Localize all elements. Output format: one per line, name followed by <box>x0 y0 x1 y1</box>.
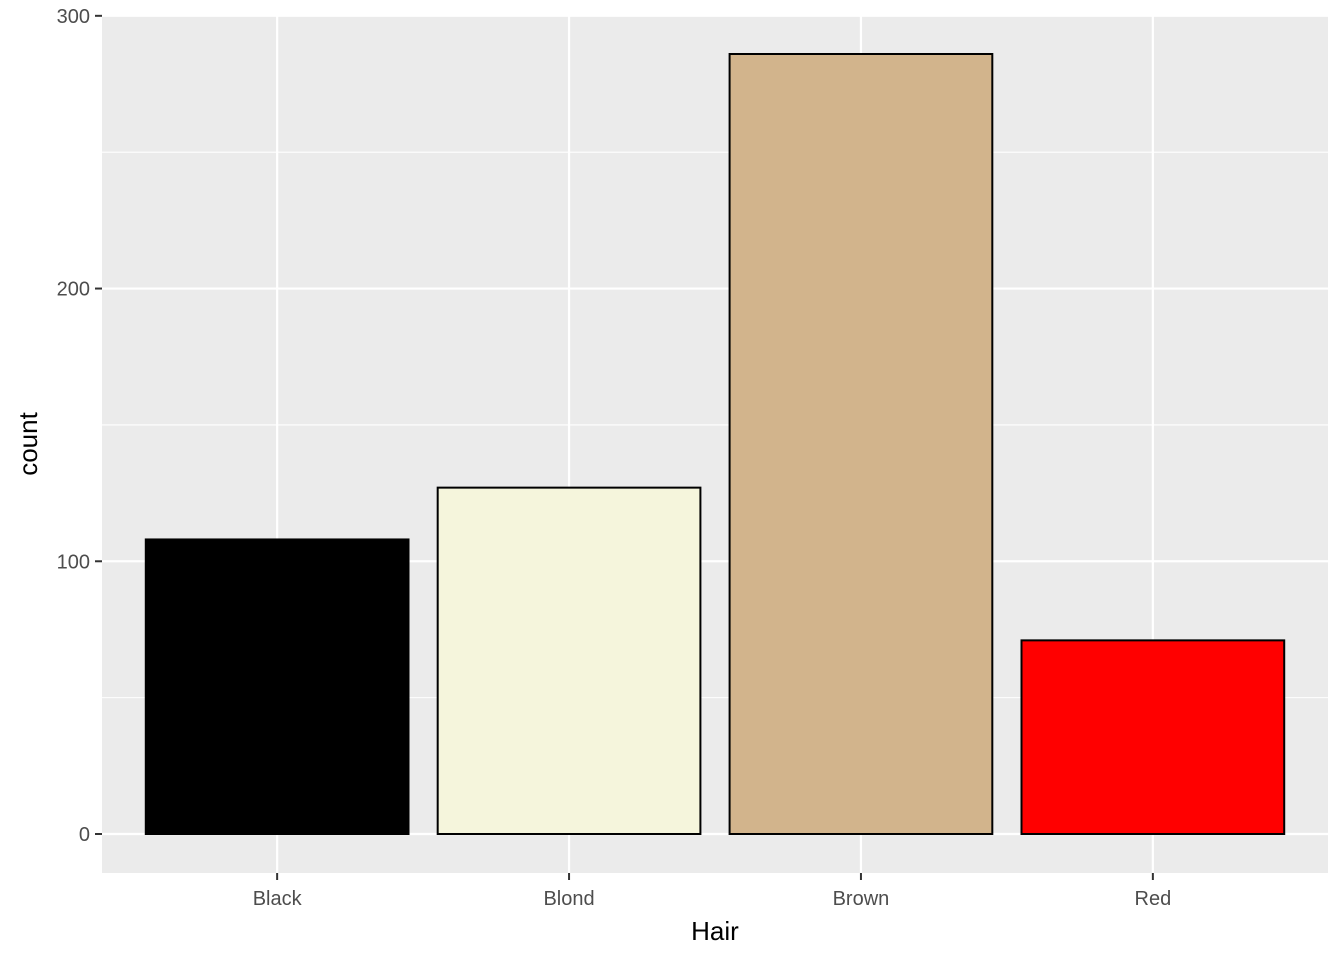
x-tick-label-black: Black <box>253 888 303 910</box>
y-tick-label: 200 <box>57 279 90 301</box>
x-axis-title: Hair <box>691 916 739 946</box>
y-tick-label: 100 <box>57 551 90 573</box>
bar-red <box>1020 639 1286 836</box>
y-tick-label: 300 <box>57 6 90 28</box>
y-axis: 0 100 200 300 <box>57 6 102 846</box>
y-axis-title: count <box>13 411 43 475</box>
bars-group <box>144 53 1286 836</box>
x-tick-label-brown: Brown <box>833 888 890 910</box>
bar-black <box>144 538 410 835</box>
y-tick-label: 0 <box>79 824 90 846</box>
bar-brown <box>728 53 994 835</box>
bar-blond <box>436 486 702 835</box>
x-tick-label-blond: Blond <box>543 888 594 910</box>
x-tick-label-red: Red <box>1135 888 1172 910</box>
x-axis: Black Blond Brown Red <box>253 873 1172 910</box>
